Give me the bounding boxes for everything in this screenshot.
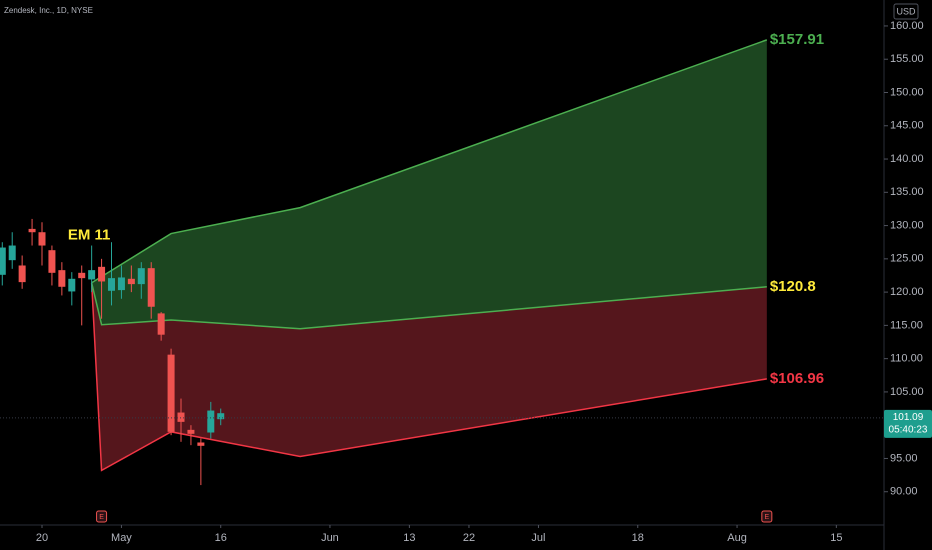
- event-label: E: [99, 514, 104, 521]
- candle-body: [48, 250, 56, 273]
- candle-body: [58, 270, 66, 287]
- y-tick-label: 140.00: [890, 153, 924, 165]
- candle-body: [38, 232, 46, 246]
- x-tick-label: 13: [403, 532, 415, 544]
- last-price-tag: [884, 409, 932, 438]
- x-tick-label: 15: [830, 532, 842, 544]
- candle-body: [88, 270, 96, 280]
- y-tick-label: 105.00: [890, 386, 924, 398]
- overlay: EM 11 $157.91 $120.8 $106.96 E E: [0, 31, 884, 523]
- event-marker: [96, 510, 108, 523]
- y-tick-label: 95.00: [890, 452, 918, 464]
- annotation: EM 11: [68, 227, 111, 244]
- x-tick-label: 20: [36, 532, 48, 544]
- annotation: $106.96: [770, 370, 824, 387]
- candle-body: [28, 228, 36, 233]
- candle-body: [137, 268, 145, 285]
- candle-body: [98, 266, 106, 282]
- y-tick-label: 110.00: [890, 353, 923, 365]
- x-tick-label: 16: [215, 532, 227, 544]
- zone-line: [91, 39, 768, 284]
- y-tick-label: 130.00: [890, 219, 924, 231]
- x-tick-label: 18: [632, 532, 644, 544]
- zone-line: [90, 282, 767, 330]
- currency-box: [893, 3, 919, 20]
- zone-fill: [91, 282, 767, 471]
- candle-body: [147, 268, 155, 307]
- chart-title: Zendesk, Inc., 1D, NYSE: [4, 6, 93, 15]
- x-tick-label: 22: [463, 532, 475, 544]
- annotation: $120.8: [770, 278, 816, 295]
- zones: [90, 39, 768, 472]
- candle-body: [78, 272, 86, 279]
- annotation: $157.91: [770, 31, 824, 48]
- y-tick-label: 115.00: [890, 319, 923, 331]
- zone-fill: [91, 39, 767, 329]
- candle-body: [177, 412, 185, 422]
- x-tick-label: Jul: [531, 532, 545, 544]
- candle-body: [0, 247, 6, 275]
- candles: [0, 218, 225, 486]
- event-marker: [761, 510, 773, 523]
- candle-body: [187, 429, 195, 434]
- candle-body: [127, 278, 135, 285]
- candle-body: [8, 245, 16, 261]
- x-tick-label: May: [111, 532, 132, 544]
- x-tick-label: Aug: [727, 532, 747, 544]
- countdown: 05:40:23: [889, 425, 928, 436]
- candle-body: [167, 354, 175, 432]
- y-tick-label: 135.00: [890, 186, 924, 198]
- y-tick-label: 160.00: [890, 20, 924, 32]
- y-tick-label: 125.00: [890, 253, 924, 265]
- candle-body: [108, 278, 116, 291]
- x-tick-label: Jun: [321, 532, 339, 544]
- candle-body: [207, 410, 215, 433]
- currency: USD: [896, 6, 916, 16]
- y-tick-label: 150.00: [890, 86, 924, 98]
- y-tick-label: 90.00: [890, 486, 918, 498]
- y-tick-label: 155.00: [890, 53, 924, 65]
- last-price: 101.09: [893, 412, 924, 423]
- event-label: E: [764, 514, 769, 521]
- candle-body: [197, 442, 205, 446]
- candle-body: [157, 313, 165, 335]
- candle-body: [18, 265, 26, 283]
- y-tick-label: 145.00: [890, 120, 924, 132]
- candle-body: [68, 278, 76, 292]
- y-tick-label: 120.00: [890, 286, 924, 298]
- candle-body: [117, 277, 125, 291]
- candle-body: [217, 413, 225, 420]
